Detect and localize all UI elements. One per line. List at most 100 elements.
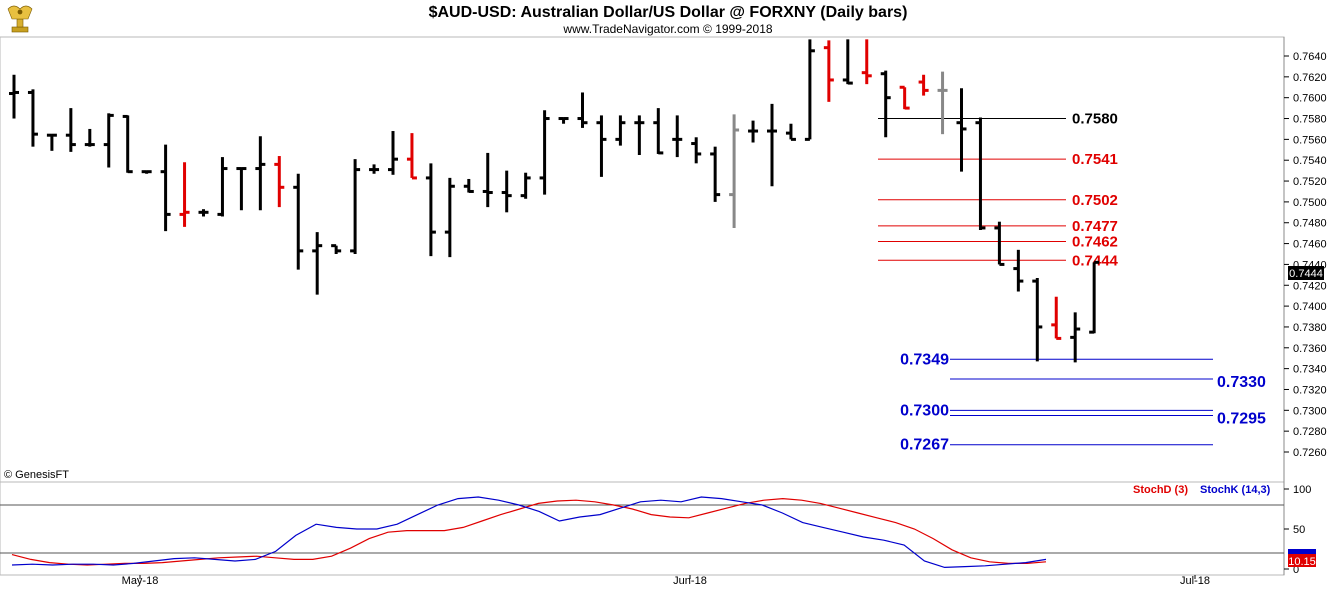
ohlc-bar bbox=[899, 85, 910, 110]
ohlc-bar bbox=[823, 40, 834, 102]
ohlc-bar bbox=[274, 156, 285, 208]
bull-and-bear-trophy-icon bbox=[7, 5, 33, 33]
stoch-series-line bbox=[11, 497, 1047, 566]
ohlc-bar bbox=[672, 115, 683, 158]
y-tick-label: 0.7420 bbox=[1293, 280, 1327, 292]
ohlc-bar bbox=[880, 70, 891, 138]
stoch-legend-k: StochK (14,3) bbox=[1200, 484, 1271, 496]
ohlc-bar bbox=[729, 114, 740, 228]
y-tick-label: 0.7300 bbox=[1293, 405, 1327, 417]
y-tick-label: 0.7560 bbox=[1293, 134, 1327, 146]
ohlc-bar bbox=[141, 170, 152, 174]
stoch-y-tick-label: 0 bbox=[1293, 564, 1299, 576]
current-price-tag: 0.7444 bbox=[1288, 266, 1324, 280]
ohlc-bar bbox=[596, 115, 607, 177]
watermark: © GenesisFT bbox=[4, 469, 69, 481]
y-tick-label: 0.7540 bbox=[1293, 155, 1327, 167]
ohlc-bar bbox=[84, 128, 95, 147]
ohlc-bar bbox=[994, 221, 1005, 266]
y-tick-label: 0.7280 bbox=[1293, 426, 1327, 438]
x-axis: May-18 Jun-18 Jul-18 bbox=[122, 575, 1210, 587]
y-tick-label: 0.7500 bbox=[1293, 197, 1327, 209]
x-tick-label: Jun-18 bbox=[673, 575, 707, 587]
y-tick-label: 0.7320 bbox=[1293, 384, 1327, 396]
ohlc-bar bbox=[331, 244, 342, 254]
ohlc-bar bbox=[577, 92, 588, 128]
ohlc-bar bbox=[179, 162, 190, 227]
ohlc-bar bbox=[160, 144, 171, 232]
ohlc-bar bbox=[103, 113, 114, 168]
y-tick-label: 0.7600 bbox=[1293, 93, 1327, 105]
x-tick-label: Jul-18 bbox=[1180, 575, 1210, 587]
ohlc-bar bbox=[767, 103, 777, 187]
stoch-y-tick-label: 50 bbox=[1293, 524, 1305, 536]
ohlc-bar bbox=[198, 209, 209, 217]
ohlc-bar bbox=[785, 123, 796, 141]
level-label: 0.7541 bbox=[1072, 151, 1118, 168]
ohlc-bar bbox=[861, 39, 872, 85]
ohlc-bar bbox=[1070, 312, 1081, 363]
y-tick-label: 0.7480 bbox=[1293, 218, 1327, 230]
y-tick-label: 0.7340 bbox=[1293, 364, 1327, 376]
ohlc-bar bbox=[520, 172, 531, 199]
level-label: 0.7349 bbox=[900, 351, 949, 368]
level-label: 0.7267 bbox=[900, 437, 949, 454]
ohlc-bar bbox=[425, 163, 436, 257]
stoch-legend-d: StochD (3) bbox=[1133, 484, 1188, 496]
stoch-series-line bbox=[11, 496, 1047, 569]
ohlc-bar bbox=[918, 74, 929, 96]
y-axis-ticks: 0.7640 0.7620 0.7600 0.7580 0.7560 0.7540 0.75… bbox=[1284, 51, 1327, 459]
ohlc-bar bbox=[842, 39, 853, 85]
y-tick-label: 0.7260 bbox=[1293, 447, 1327, 459]
ohlc-bar bbox=[27, 89, 38, 147]
y-tick-label: 0.7460 bbox=[1293, 239, 1327, 251]
level-label: 0.7300 bbox=[900, 402, 949, 419]
ohlc-bar bbox=[255, 136, 266, 211]
ohlc-bar bbox=[558, 117, 569, 124]
ohlc-bar bbox=[9, 74, 19, 119]
x-tick-label: May-18 bbox=[122, 575, 159, 587]
current-price-label: 0.7444 bbox=[1289, 268, 1323, 280]
ohlc-bar bbox=[804, 39, 815, 141]
y-tick-label: 0.7520 bbox=[1293, 176, 1327, 188]
ohlc-bar bbox=[1051, 296, 1062, 340]
ohlc-bar bbox=[350, 159, 361, 254]
y-tick-label: 0.7620 bbox=[1293, 72, 1327, 84]
stochastic-panel: 100 50 0 StochD (3) StochK (14,3) bbox=[0, 484, 1311, 576]
level-label: 0.7477 bbox=[1072, 218, 1118, 235]
stoch-last-value-tag: 10.15 bbox=[1288, 549, 1316, 568]
ohlc-bar bbox=[444, 177, 455, 258]
ohlc-bar bbox=[691, 137, 702, 164]
y-tick-label: 0.7400 bbox=[1293, 301, 1327, 313]
ohlc-bars bbox=[9, 39, 1100, 363]
level-label: 0.7502 bbox=[1072, 192, 1118, 209]
ohlc-bar bbox=[634, 115, 645, 155]
ohlc-bar bbox=[1013, 249, 1024, 292]
ohlc-bar bbox=[482, 152, 493, 208]
ohlc-bar bbox=[369, 164, 380, 174]
ohlc-bar bbox=[217, 157, 228, 217]
y-tick-label: 0.7360 bbox=[1293, 343, 1327, 355]
stoch-last-value: 10.15 bbox=[1288, 556, 1316, 568]
ohlc-bar bbox=[122, 114, 133, 174]
ohlc-bar bbox=[463, 178, 474, 193]
ohlc-bar bbox=[1032, 277, 1043, 362]
ohlc-bar bbox=[956, 88, 967, 172]
ohlc-bar bbox=[236, 167, 247, 211]
ohlc-bar bbox=[501, 170, 512, 213]
ohlc-bar bbox=[975, 117, 986, 231]
ohlc-bar bbox=[937, 71, 948, 135]
ohlc-bar bbox=[312, 232, 323, 295]
ohlc-bar bbox=[615, 115, 626, 146]
ohlc-bar bbox=[406, 133, 417, 180]
level-label: 0.7580 bbox=[1072, 111, 1118, 128]
level-label: 0.7330 bbox=[1217, 374, 1266, 391]
ohlc-bar bbox=[710, 146, 721, 202]
level-label: 0.7462 bbox=[1072, 233, 1118, 250]
level-label: 0.7295 bbox=[1217, 411, 1266, 428]
y-tick-label: 0.7380 bbox=[1293, 322, 1327, 334]
ohlc-bar bbox=[1089, 260, 1100, 334]
